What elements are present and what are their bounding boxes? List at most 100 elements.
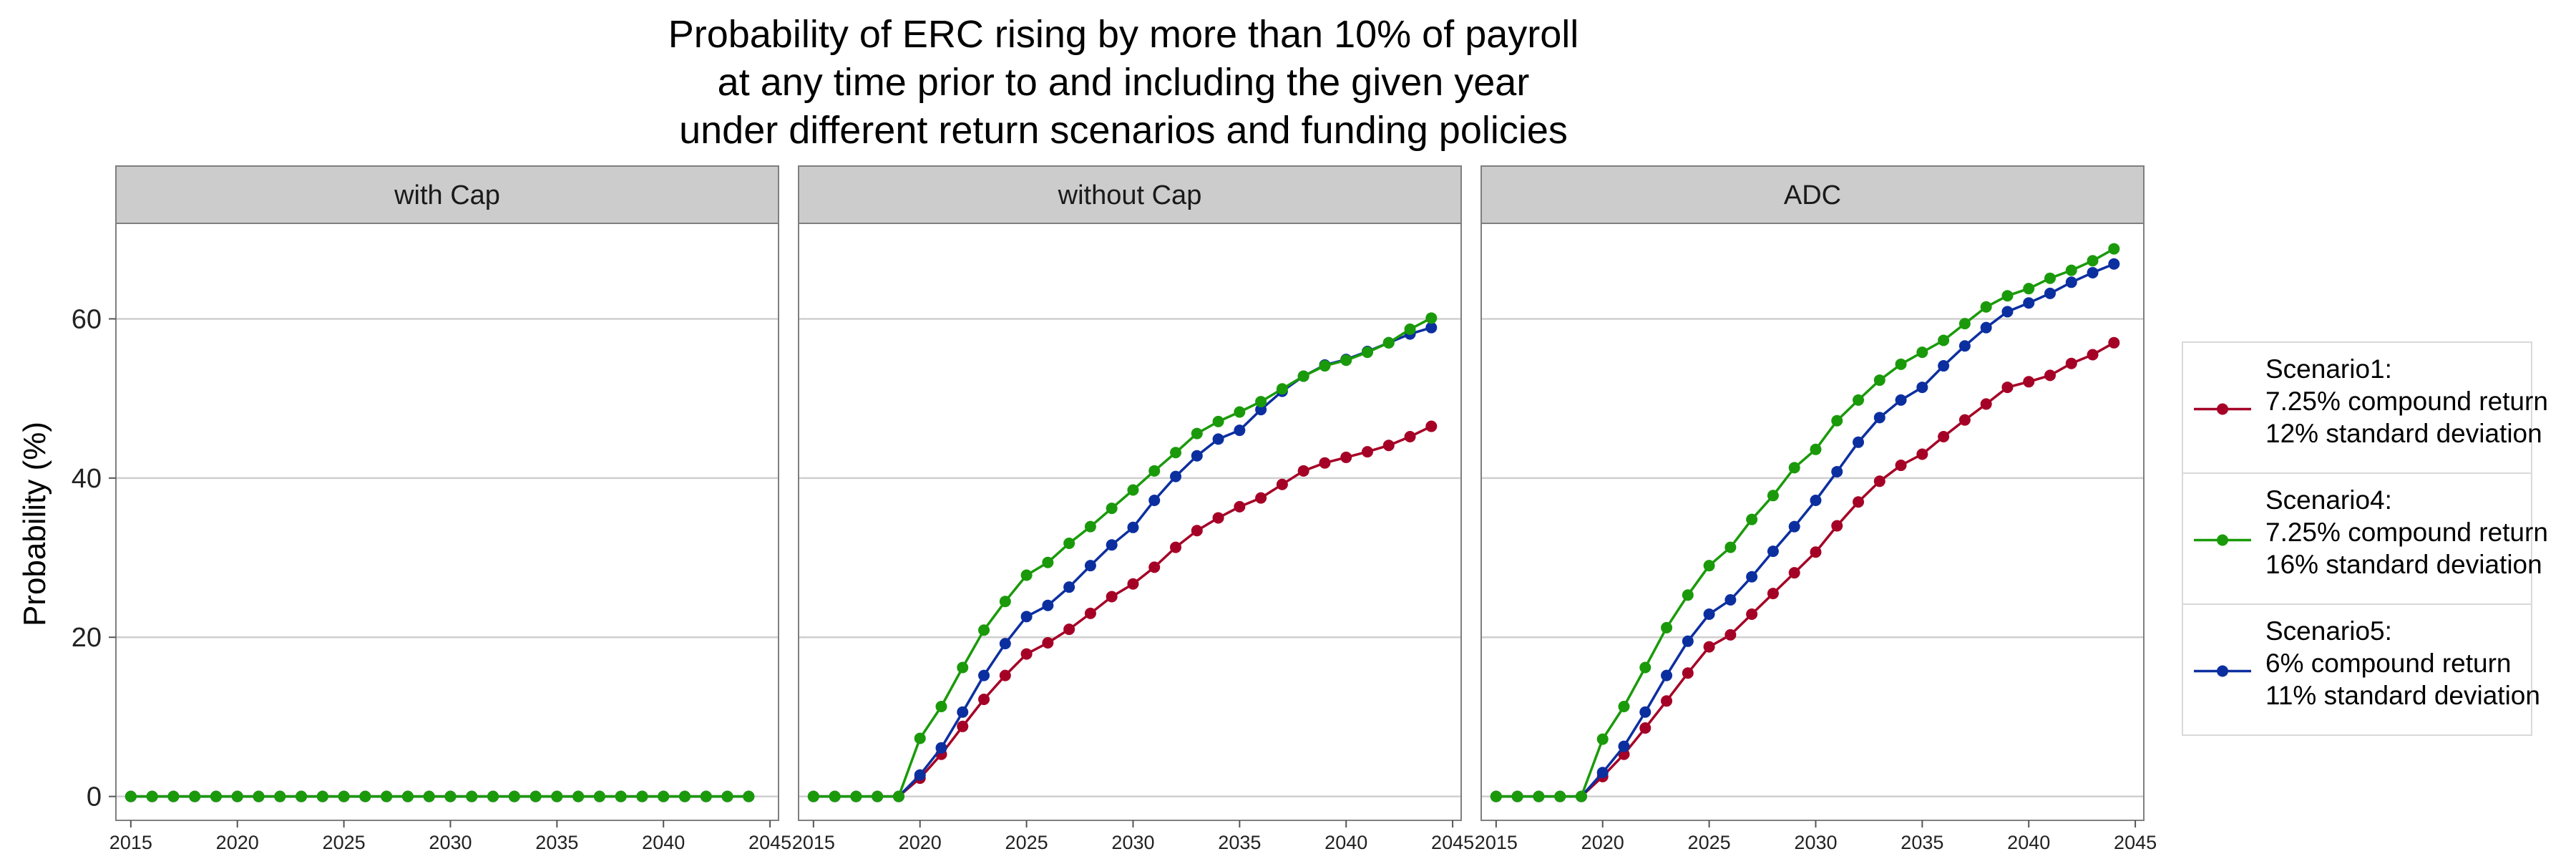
chart-title: Probability of ERC rising by more than 1… [668, 13, 1579, 152]
data-point [1618, 700, 1630, 712]
data-point [1831, 465, 1843, 477]
data-point [700, 790, 712, 802]
data-point [1938, 334, 1950, 346]
data-point [1106, 503, 1118, 515]
data-point [999, 669, 1011, 681]
data-point [1170, 541, 1182, 553]
data-point [1938, 431, 1950, 443]
legend: Scenario1: 7.25% compound return 12% stand… [2182, 341, 2548, 736]
data-point [1425, 321, 1438, 334]
data-point [1148, 465, 1161, 477]
legend-box [2182, 603, 2532, 736]
data-point [1788, 567, 1800, 579]
legend-key-point [2217, 534, 2228, 546]
data-point [1425, 312, 1438, 324]
data-point [1916, 382, 1928, 394]
data-point [1127, 521, 1139, 533]
data-point [1661, 669, 1673, 681]
data-point [1084, 520, 1096, 533]
panel-2: ADC 2015 2020 2025 2030 2035 2040 2045 [1475, 165, 2157, 853]
data-point [1148, 494, 1161, 506]
data-point [487, 790, 499, 802]
plot-background [799, 223, 1461, 820]
data-point [1297, 370, 1309, 382]
data-point [2065, 276, 2077, 288]
data-point [957, 720, 969, 732]
data-point [1958, 414, 1971, 426]
data-point [1980, 398, 1992, 410]
data-point [444, 790, 457, 802]
data-point [1063, 581, 1075, 593]
data-point [1127, 484, 1139, 496]
data-point [2087, 255, 2099, 267]
data-point [1319, 360, 1331, 372]
chart-title-line-3: under different return scenarios and fun… [679, 109, 1568, 152]
data-point [1255, 404, 1267, 416]
x-tick-label: 2025 [323, 832, 366, 853]
plot-background [116, 223, 779, 820]
x-tick-label: 2025 [1005, 832, 1048, 853]
data-point [338, 790, 350, 802]
data-point [1767, 588, 1779, 600]
data-point [2001, 306, 2014, 318]
strip-background [1480, 165, 2145, 224]
data-point [1063, 538, 1075, 550]
panel-1: without Cap 2015 2020 2025 2030 2035 2040 2045 [792, 165, 1474, 853]
data-point [1639, 661, 1652, 674]
data-point [1853, 436, 1865, 448]
data-point [1361, 446, 1373, 458]
data-point [1106, 591, 1118, 603]
panel-border [115, 223, 779, 821]
data-point [1873, 475, 1885, 487]
legend-label-line: 6% compound return [2265, 649, 2511, 678]
x-tick-label: 2045 [1431, 832, 1474, 853]
data-point [1703, 641, 1715, 653]
data-point [530, 790, 542, 802]
data-point [1980, 321, 1992, 334]
data-point [1020, 611, 1033, 623]
x-tick-label: 2040 [642, 832, 685, 853]
data-point [1382, 440, 1395, 452]
x-tick-label: 2045 [748, 832, 791, 853]
data-point [2108, 336, 2120, 349]
x-tick-label: 2020 [1581, 832, 1624, 853]
data-point [423, 790, 435, 802]
data-point [1703, 560, 1715, 572]
data-point [2044, 272, 2056, 284]
data-point [636, 790, 648, 802]
data-point [807, 790, 819, 802]
x-tick-label: 2025 [1688, 832, 1731, 853]
data-point [1511, 790, 1523, 802]
data-point [1191, 450, 1203, 462]
data-point [508, 790, 520, 802]
data-point [1127, 578, 1139, 590]
data-point [381, 790, 393, 802]
legend-key-point [2217, 403, 2228, 415]
data-point [2023, 297, 2035, 309]
data-point [914, 732, 926, 744]
data-point [359, 790, 371, 802]
data-point [1425, 420, 1438, 432]
legend-box [2182, 472, 2532, 605]
chart-title-line-1: Probability of ERC rising by more than 1… [668, 13, 1579, 56]
data-point [1724, 541, 1737, 553]
x-tick-label: 2015 [109, 832, 152, 853]
data-point [1170, 447, 1182, 459]
strip-background [115, 165, 779, 224]
data-point [1084, 560, 1096, 572]
data-point [957, 706, 969, 718]
data-point [1873, 412, 1885, 424]
data-point [572, 790, 585, 802]
strip-label: with Cap [394, 180, 500, 210]
x-tick-label: 2040 [2007, 832, 2050, 853]
data-point [721, 790, 733, 802]
data-point [1703, 608, 1715, 620]
x-tick-label: 2045 [2114, 832, 2157, 853]
x-tick-label: 2020 [899, 832, 942, 853]
data-point [253, 790, 265, 802]
series-scenario1 [807, 420, 1438, 802]
data-point [1234, 500, 1246, 513]
data-point [2087, 266, 2099, 278]
data-point [1404, 323, 1416, 335]
